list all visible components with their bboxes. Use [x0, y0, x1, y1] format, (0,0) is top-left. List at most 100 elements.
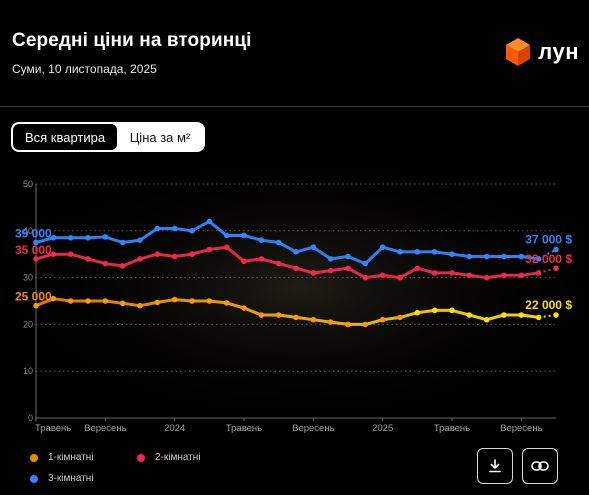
data-point — [154, 299, 161, 306]
data-point — [327, 319, 334, 325]
x-tick-label: Вересень — [84, 423, 126, 434]
download-button[interactable] — [477, 448, 513, 484]
lun-logo[interactable]: лун — [504, 36, 579, 68]
download-icon — [489, 459, 501, 473]
data-point — [535, 256, 542, 262]
data-point — [501, 272, 507, 279]
data-point — [553, 246, 559, 253]
data-point — [50, 295, 57, 302]
data-point — [397, 314, 403, 321]
data-point — [33, 239, 39, 246]
data-point — [414, 265, 421, 272]
data-point — [85, 235, 91, 241]
data-point — [33, 302, 39, 309]
link-icon — [531, 461, 549, 471]
view-toggle[interactable]: Вся квартира Ціна за м² — [11, 122, 205, 152]
data-point — [275, 312, 282, 318]
data-point — [379, 244, 386, 250]
data-point — [483, 316, 490, 323]
data-point — [258, 312, 265, 318]
data-point — [483, 253, 490, 260]
y-tick-label: 30 — [23, 273, 33, 283]
data-point — [223, 300, 230, 306]
series-line-1 — [35, 297, 539, 326]
data-point — [33, 256, 39, 262]
x-tick-label: Вересень — [500, 423, 542, 434]
data-point — [397, 249, 403, 255]
x-tick-label: Травень — [226, 423, 262, 434]
data-point — [85, 256, 91, 262]
data-point — [518, 312, 525, 318]
data-point — [310, 316, 317, 323]
data-point — [67, 251, 74, 257]
data-point — [310, 244, 317, 250]
toggle-price-per-sqm[interactable]: Ціна за м² — [129, 129, 191, 145]
logo-text: лун — [538, 39, 579, 64]
y-tick-label: 20 — [23, 319, 33, 329]
data-point — [535, 314, 542, 321]
data-point — [137, 302, 143, 309]
start-value-label: 35 000 — [15, 243, 52, 257]
data-point — [154, 225, 161, 232]
data-point — [206, 298, 213, 304]
data-point — [241, 305, 247, 311]
data-point — [258, 256, 265, 262]
data-point — [449, 251, 455, 257]
data-point — [206, 246, 213, 253]
data-point — [362, 321, 369, 328]
y-tick-label: 10 — [23, 366, 33, 376]
end-value-label: 37 000 $ — [525, 233, 572, 247]
start-value-label: 39 000 — [15, 227, 52, 241]
data-point — [362, 274, 369, 281]
data-point — [102, 234, 109, 240]
data-point — [310, 270, 317, 276]
end-value-label: 32 000 $ — [525, 252, 572, 266]
data-point — [345, 253, 351, 260]
y-tick-label: 40 — [23, 226, 33, 236]
data-point — [137, 256, 143, 262]
x-tick-label: Травень — [35, 423, 71, 434]
data-point — [553, 312, 559, 318]
x-tick-label: Вересень — [292, 423, 334, 434]
copy-link-button[interactable] — [522, 448, 558, 484]
toggle-whole-apartment[interactable]: Вся квартира — [13, 124, 117, 150]
data-point — [171, 253, 178, 260]
data-point — [327, 267, 334, 274]
data-point — [241, 232, 247, 239]
data-point — [553, 265, 559, 272]
data-point — [119, 239, 126, 246]
data-point — [189, 298, 195, 304]
data-point — [223, 232, 230, 239]
data-point — [119, 263, 126, 269]
data-point — [241, 258, 247, 265]
data-point — [171, 225, 178, 232]
data-point — [223, 244, 230, 250]
data-point — [345, 321, 351, 328]
data-point — [189, 228, 195, 234]
data-point — [466, 272, 473, 279]
data-point — [67, 235, 74, 241]
data-point — [327, 256, 334, 262]
data-point — [414, 309, 421, 316]
chart-glow — [20, 170, 580, 430]
data-point — [189, 251, 195, 257]
data-point — [171, 296, 178, 303]
page-title: Середні ціни на вторинці — [12, 30, 252, 51]
data-point — [67, 298, 74, 304]
data-point — [466, 253, 473, 260]
start-value-label: 25 000 — [15, 290, 52, 304]
y-tick-label: 50 — [23, 179, 33, 189]
cube-logo-icon — [506, 38, 531, 66]
data-point — [275, 239, 282, 246]
data-point — [431, 270, 438, 276]
data-point — [293, 314, 299, 321]
x-tick-label: 2025 — [372, 423, 393, 434]
data-point — [466, 312, 473, 318]
data-point — [293, 265, 299, 272]
data-point — [154, 251, 161, 257]
data-point — [431, 249, 438, 255]
data-point — [119, 300, 126, 307]
end-value-label: 22 000 $ — [525, 298, 572, 312]
data-point — [449, 270, 455, 276]
